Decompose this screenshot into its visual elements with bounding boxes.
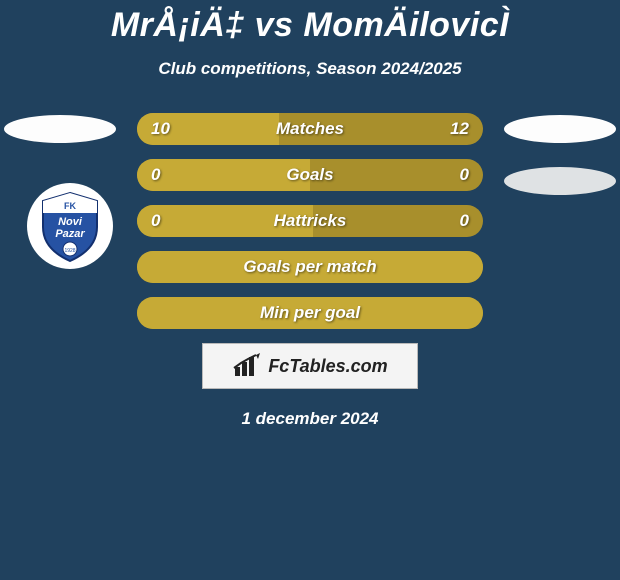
metric-value-right: 0 <box>460 165 469 185</box>
metric-bar: 0 0 Hattricks <box>137 205 483 237</box>
metric-label: Min per goal <box>260 303 360 323</box>
player-right-secondary-placeholder <box>504 167 616 195</box>
metric-value-right: 0 <box>460 211 469 231</box>
brand-logo-box: FcTables.com <box>202 343 418 389</box>
shield-icon: FK Novi Pazar 1928 <box>27 183 113 269</box>
bar-chart-icon <box>232 353 262 379</box>
page-root: MrÅ¡iÄ‡ vs MomÄilovicÌ Club competitions… <box>0 0 620 580</box>
svg-text:Novi: Novi <box>58 216 83 228</box>
metric-bar-fill-left <box>137 159 310 191</box>
player-right-portrait-placeholder <box>504 115 616 143</box>
brand-text: FcTables.com <box>268 356 387 377</box>
metric-label: Goals <box>286 165 333 185</box>
comparison-bars: 10 12 Matches 0 0 Goals 0 0 Hattricks Goals per m… <box>137 113 483 329</box>
page-title: MrÅ¡iÄ‡ vs MomÄilovicÌ <box>0 0 620 45</box>
metric-value-right: 12 <box>450 119 469 139</box>
metric-value-left: 0 <box>151 165 160 185</box>
svg-text:Pazar: Pazar <box>55 228 85 240</box>
metric-bar: 0 0 Goals <box>137 159 483 191</box>
svg-text:1928: 1928 <box>64 248 75 254</box>
comparison-arena: FK Novi Pazar 1928 10 12 Matches 0 0 Goals 0 0 H… <box>0 113 620 429</box>
player-left-portrait-placeholder <box>4 115 116 143</box>
metric-bar: Goals per match <box>137 251 483 283</box>
svg-text:FK: FK <box>64 201 76 211</box>
page-subtitle: Club competitions, Season 2024/2025 <box>0 59 620 79</box>
metric-bar: 10 12 Matches <box>137 113 483 145</box>
metric-label: Hattricks <box>274 211 347 231</box>
metric-label: Goals per match <box>243 257 376 277</box>
metric-value-left: 0 <box>151 211 160 231</box>
metric-value-left: 10 <box>151 119 170 139</box>
metric-label: Matches <box>276 119 344 139</box>
snapshot-date: 1 december 2024 <box>0 409 620 429</box>
club-badge-left: FK Novi Pazar 1928 <box>27 183 113 269</box>
metric-bar: Min per goal <box>137 297 483 329</box>
